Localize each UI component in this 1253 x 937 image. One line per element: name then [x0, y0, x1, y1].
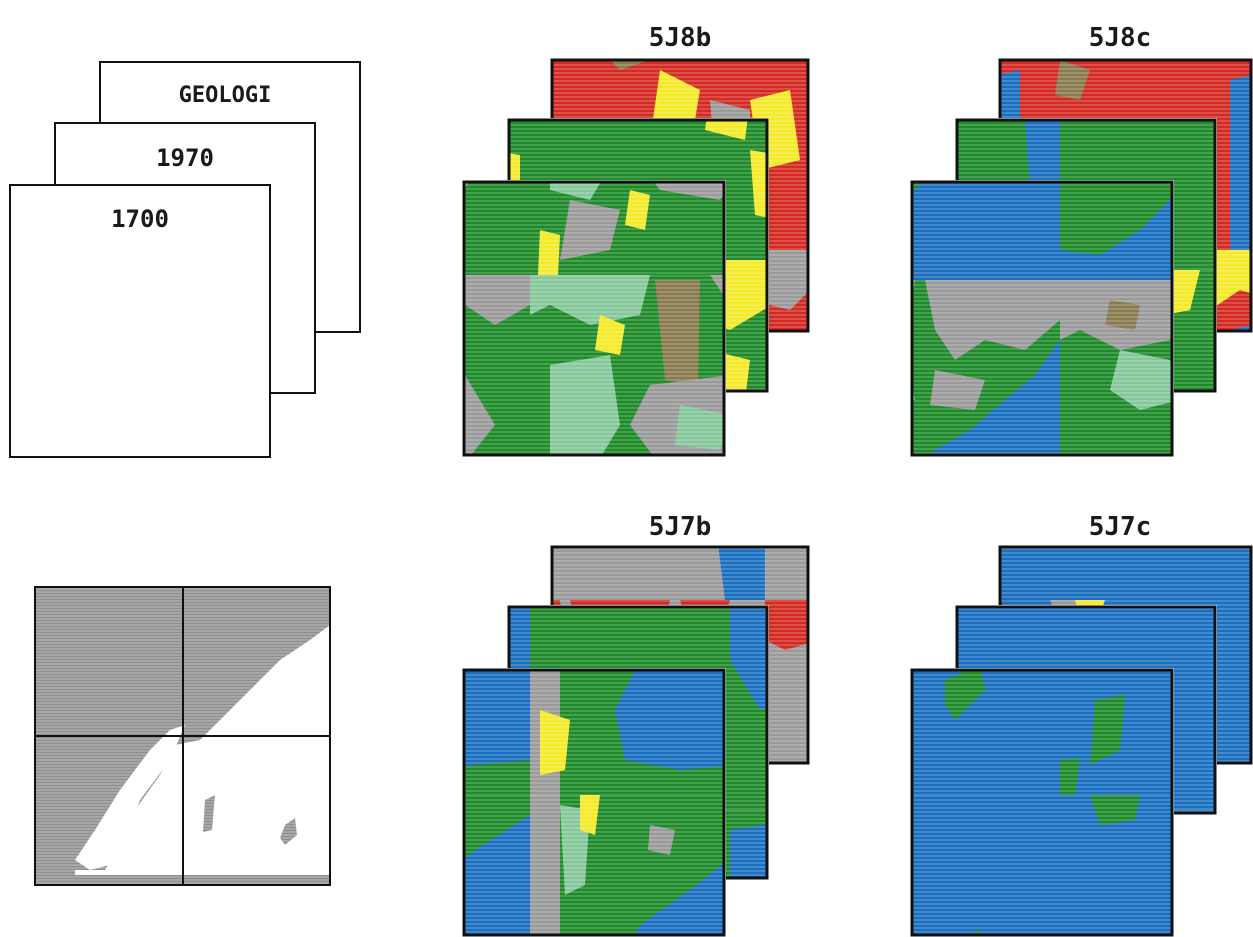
layer-label-1970: 1970	[156, 144, 214, 172]
map-stack-5j8c: 5J8c	[910, 23, 1253, 457]
mask-frame	[34, 586, 331, 886]
map-stack-5j7c: 5J7c	[910, 512, 1253, 937]
map-layer-front	[462, 668, 726, 937]
map-sheet-label: 5J8c	[1089, 23, 1152, 53]
map-sheet-label: 5J8b	[649, 23, 712, 53]
layer-sheet-1700	[9, 184, 271, 458]
layer-schema: GEOLOGI 1970 1700	[9, 61, 361, 458]
map-stack-5j8b: 5J8b	[462, 23, 810, 457]
map-stack-5j7b: 5J7b	[462, 512, 810, 937]
sheet-index-mask	[34, 586, 331, 886]
layer-label-geologi: GEOLOGI	[179, 83, 272, 108]
map-layer-front	[910, 180, 1174, 457]
map-layer-front	[910, 668, 1174, 937]
map-layer-front	[462, 180, 726, 457]
map-sheet-label: 5J7b	[649, 512, 712, 542]
map-sheet-label: 5J7c	[1089, 512, 1152, 542]
layer-label-1700: 1700	[111, 205, 169, 233]
